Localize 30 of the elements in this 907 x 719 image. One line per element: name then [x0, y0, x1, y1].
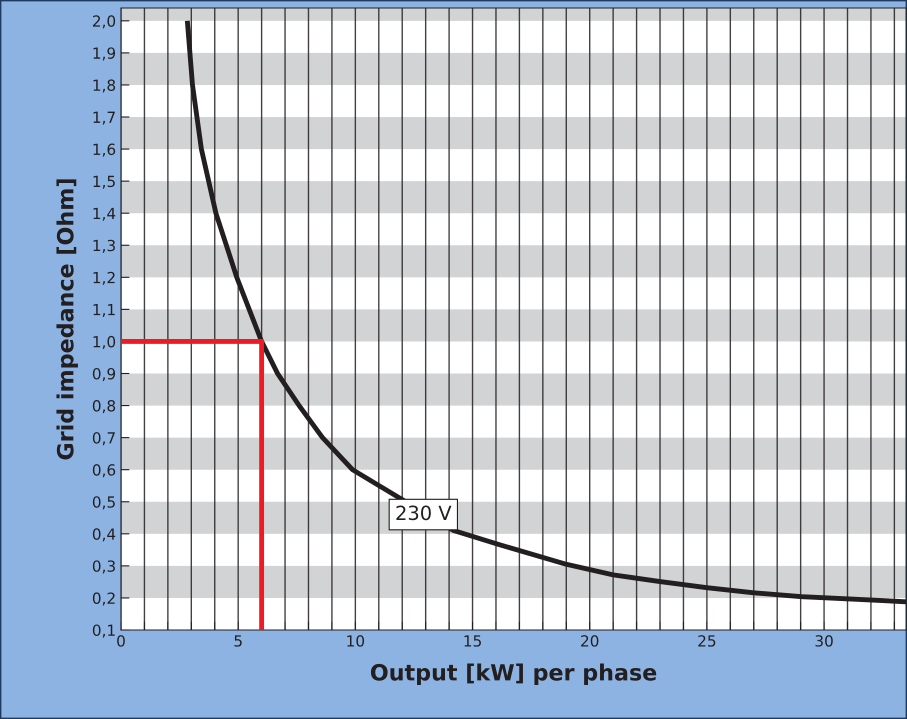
x-tick-label: 0: [117, 635, 125, 647]
y-tick-label: 0,3: [92, 560, 115, 574]
x-tick-label: 20: [581, 635, 598, 647]
y-tick-label: 1,0: [94, 336, 116, 350]
x-axis-title: Output [kW] per phase: [370, 664, 656, 686]
x-tick-label: 5: [234, 635, 242, 647]
y-tick-label: 1,5: [94, 176, 115, 189]
y-tick-label: 1,3: [94, 240, 115, 253]
annotation: 230 V: [396, 506, 452, 520]
y-tick-label: 1,9: [94, 47, 116, 60]
y-tick-label: 1,4: [94, 208, 116, 221]
y-tick-label: 0,5: [92, 496, 115, 510]
y-tick-label: 1,6: [94, 144, 116, 157]
y-tick-label: 0,9: [92, 368, 116, 382]
y-axis-title: Grid impedance [Ohm]: [56, 179, 78, 460]
y-tick-label: 0,4: [92, 528, 116, 542]
y-tick-label: 0,1: [92, 624, 115, 638]
y-tick-label: 0,8: [92, 400, 116, 414]
x-tick-label: 25: [698, 635, 716, 647]
y-tick-label: 2,0: [92, 15, 116, 28]
y-tick-label: 0,7: [92, 432, 115, 446]
y-tick-label: 1,2: [94, 272, 115, 285]
y-tick-label: 1,8: [94, 79, 116, 93]
y-tick-label: 0,6: [92, 464, 116, 478]
x-tick-label: 30: [816, 635, 833, 647]
y-tick-label: 1,1: [94, 304, 115, 317]
y-tick-label: 0,2: [92, 592, 115, 606]
y-tick-label: 1,7: [94, 112, 115, 125]
x-tick-label: 15: [464, 635, 481, 647]
x-tick-label: 10: [347, 635, 364, 647]
